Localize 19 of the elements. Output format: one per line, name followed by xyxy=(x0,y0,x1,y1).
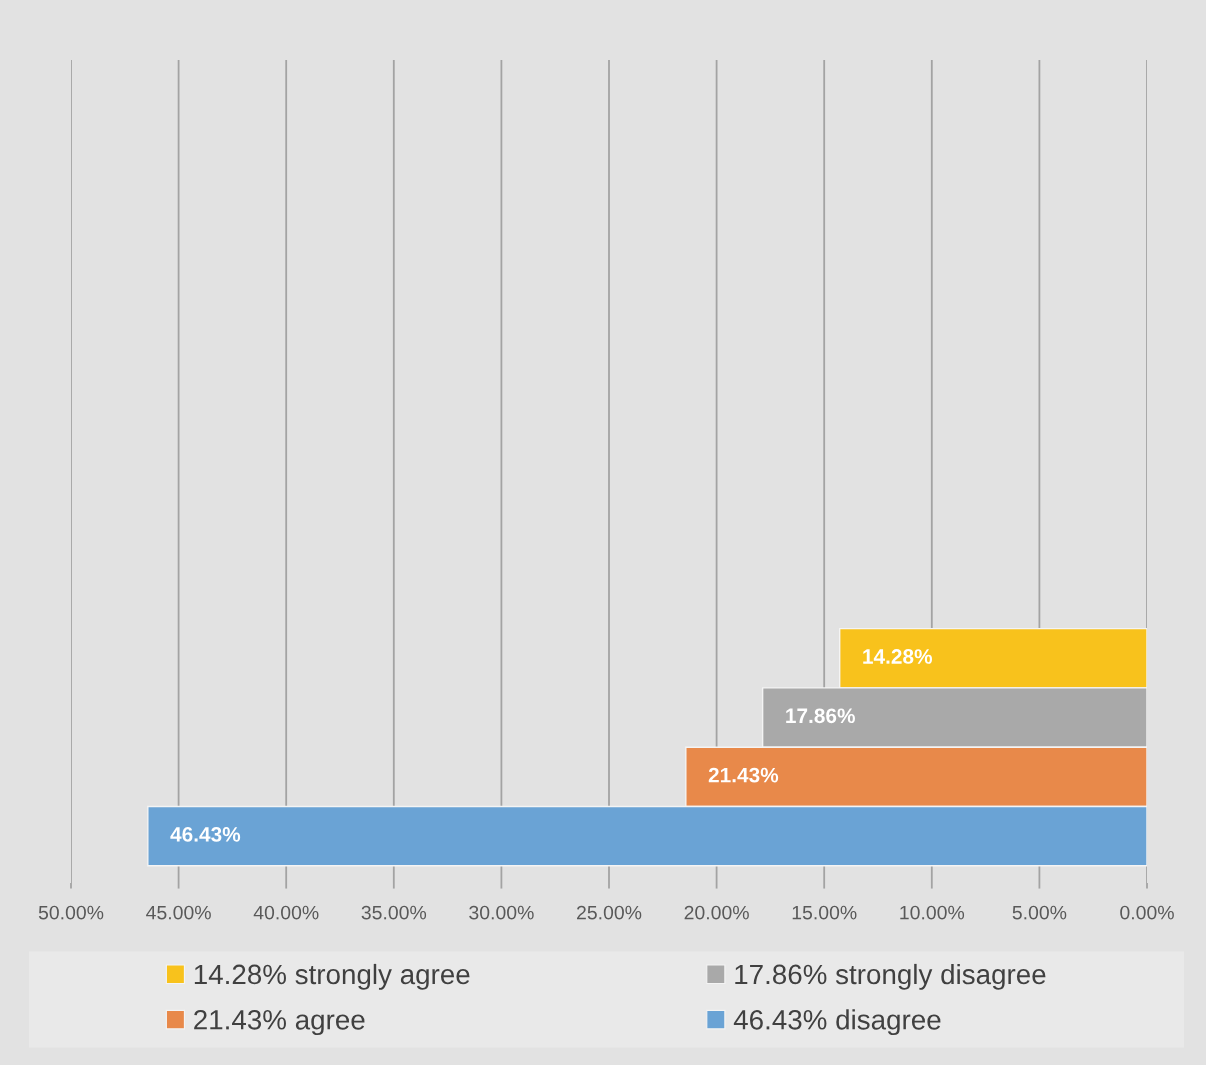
data-label: 21.43% xyxy=(708,767,779,783)
x-tick-label: 0.00% xyxy=(1120,905,1174,920)
data-label: 46.43% xyxy=(170,827,241,842)
x-tick-label: 45.00% xyxy=(146,905,211,920)
x-tick-label: 35.00% xyxy=(361,905,427,920)
x-tick-label: 50.00% xyxy=(38,905,104,920)
data-label: 17.86% xyxy=(786,708,855,724)
x-tick-label: 20.00% xyxy=(684,905,749,920)
x-tick-label: 10.00% xyxy=(900,905,965,920)
legend-label: 17.86% strongly disagree xyxy=(735,963,1046,990)
x-tick-label: 40.00% xyxy=(253,905,319,920)
legend-label: 46.43% disagree xyxy=(733,1009,941,1036)
legend-label: 14.28% strongly agree xyxy=(194,963,470,990)
x-tick-label: 25.00% xyxy=(577,905,642,920)
legend-label: 21.43% agree xyxy=(194,1009,365,1036)
x-tick-label: 15.00% xyxy=(792,905,857,920)
x-tick-label: 5.00% xyxy=(1012,905,1067,920)
x-tick-label: 30.00% xyxy=(469,905,534,920)
data-label: 14.28% xyxy=(863,649,933,664)
